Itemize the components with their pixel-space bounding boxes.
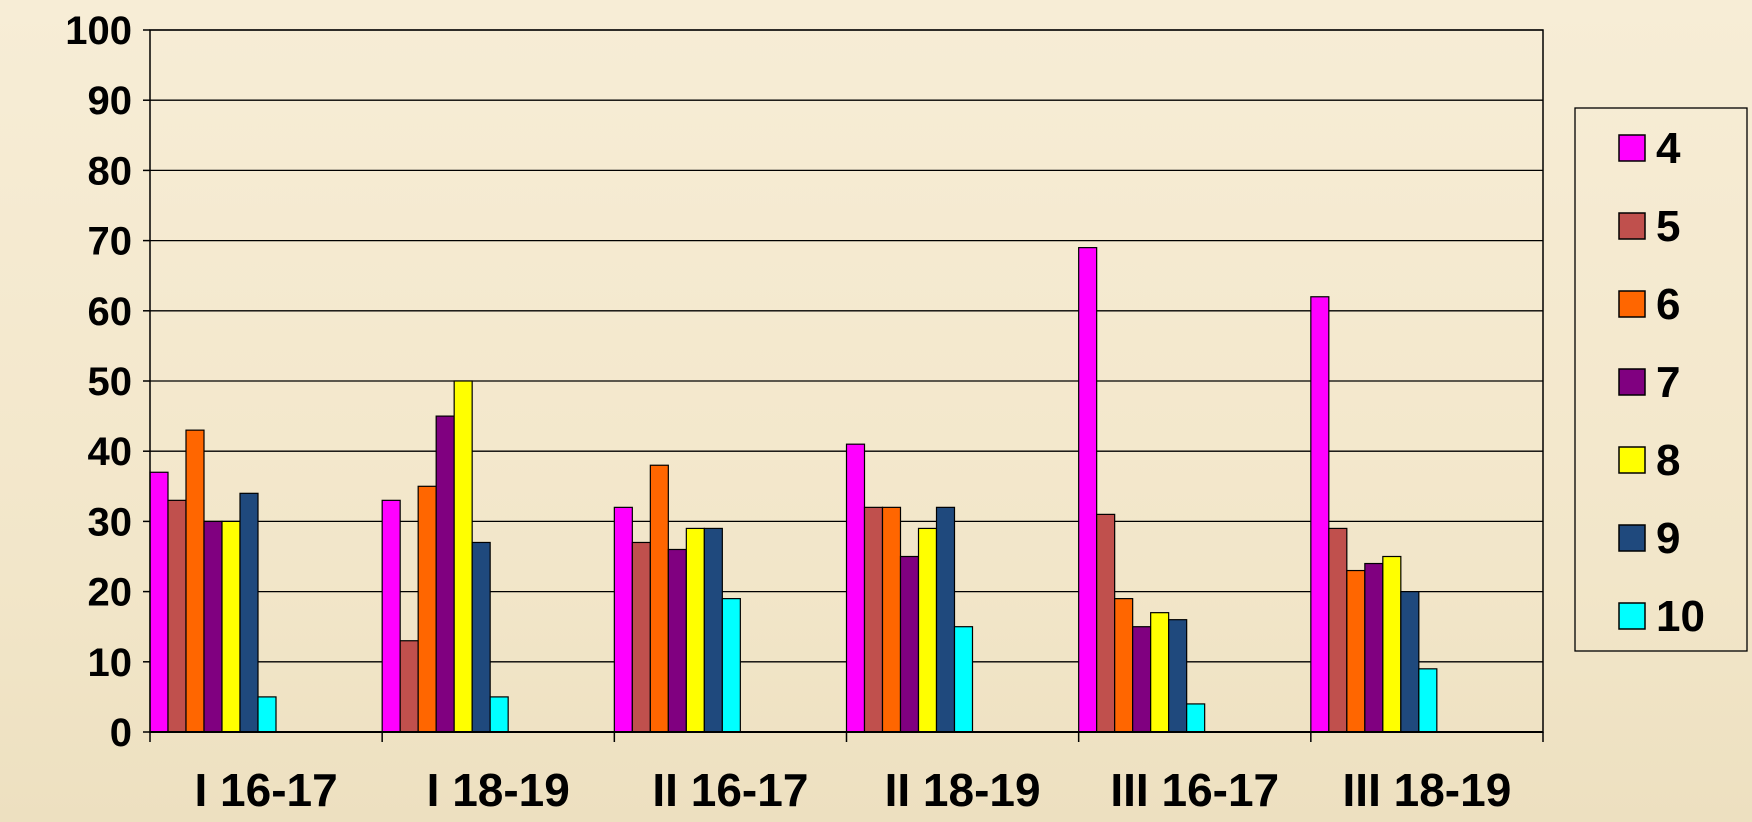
bar-7-3 <box>899 555 920 733</box>
bar-9-1 <box>471 541 491 733</box>
bar-5-2 <box>631 541 651 733</box>
x-tick-label: III 18-19 <box>1343 764 1512 816</box>
y-tick-label: 100 <box>65 9 132 53</box>
bar-10-0 <box>257 696 277 733</box>
x-tick-label: I 18-19 <box>427 764 570 816</box>
bar-7-2 <box>667 548 687 733</box>
y-tick-labels: 0 10 20 30 40 50 60 70 80 90 100 <box>65 9 132 755</box>
y-tick-label: 0 <box>110 711 132 755</box>
y-tick-label: 70 <box>88 220 133 264</box>
bar-4-2 <box>613 506 633 733</box>
bar-8-1 <box>453 380 473 733</box>
legend-swatch <box>1618 602 1646 630</box>
bar-6-2 <box>649 464 669 733</box>
x-tick-label: II 18-19 <box>885 764 1041 816</box>
y-tick-label: 20 <box>88 571 133 615</box>
legend-label: 4 <box>1656 124 1681 173</box>
legend-label: 8 <box>1656 436 1680 485</box>
legend-box <box>1574 107 1748 652</box>
bar-10-3 <box>953 626 974 733</box>
legend-swatch <box>1618 524 1646 552</box>
bar-6-5 <box>1346 569 1366 733</box>
bar-7-4 <box>1132 626 1152 733</box>
bars <box>149 247 1438 733</box>
bar-10-5 <box>1418 668 1438 733</box>
bar-8-4 <box>1150 612 1170 733</box>
y-tick-label: 10 <box>88 641 133 685</box>
bar-6-1 <box>417 485 437 733</box>
legend-swatch <box>1618 212 1646 240</box>
y-tick-label: 40 <box>88 430 133 474</box>
x-tick-label: III 16-17 <box>1110 764 1279 816</box>
bar-5-5 <box>1328 527 1348 733</box>
bar-7-5 <box>1364 562 1384 733</box>
legend-swatch <box>1618 368 1646 396</box>
bar-8-2 <box>685 527 705 733</box>
y-tick-label: 90 <box>88 79 133 123</box>
x-tick-label: II 16-17 <box>652 764 808 816</box>
bar-4-3 <box>845 443 866 733</box>
bar-8-5 <box>1382 555 1402 733</box>
bar-10-4 <box>1186 703 1206 733</box>
bar-9-5 <box>1400 590 1420 733</box>
bar-5-0 <box>167 499 187 733</box>
legend-label: 10 <box>1656 592 1705 641</box>
legend-swatch <box>1618 290 1646 318</box>
legend-label: 7 <box>1656 358 1680 407</box>
bar-9-4 <box>1168 619 1188 733</box>
bar-10-2 <box>721 598 741 733</box>
bar-5-1 <box>399 640 419 733</box>
legend-label: 6 <box>1656 280 1680 329</box>
bar-10-1 <box>489 696 509 733</box>
x-tick-labels: I 16-17 I 18-19 II 16-17 II 18-19 III 16-17 I… <box>194 764 1511 816</box>
bar-5-4 <box>1096 513 1116 733</box>
bar-9-0 <box>239 492 259 733</box>
y-tick-label: 30 <box>88 500 133 544</box>
bar-5-3 <box>863 506 884 733</box>
bar-4-0 <box>149 471 169 733</box>
axes <box>143 29 1544 742</box>
y-tick-label: 80 <box>88 149 133 193</box>
bar-7-0 <box>203 520 223 733</box>
legend-swatch <box>1618 446 1646 474</box>
bar-6-3 <box>881 506 902 733</box>
legend: 4 5 6 7 8 9 10 <box>1574 107 1748 652</box>
y-tick-label: 60 <box>88 290 133 334</box>
bar-6-0 <box>185 429 205 733</box>
bar-4-1 <box>381 499 401 733</box>
bar-8-0 <box>221 520 241 733</box>
bar-9-2 <box>703 527 723 733</box>
bar-4-5 <box>1310 296 1330 733</box>
legend-swatch <box>1618 134 1646 162</box>
bar-4-4 <box>1078 247 1098 733</box>
y-tick-label: 50 <box>88 360 133 404</box>
x-tick-label: I 16-17 <box>194 764 337 816</box>
legend-label: 5 <box>1656 202 1680 251</box>
bar-6-4 <box>1114 598 1134 733</box>
bar-7-1 <box>435 415 455 733</box>
bar-8-3 <box>917 527 938 733</box>
legend-label: 9 <box>1656 514 1680 563</box>
bar-9-3 <box>935 506 956 733</box>
